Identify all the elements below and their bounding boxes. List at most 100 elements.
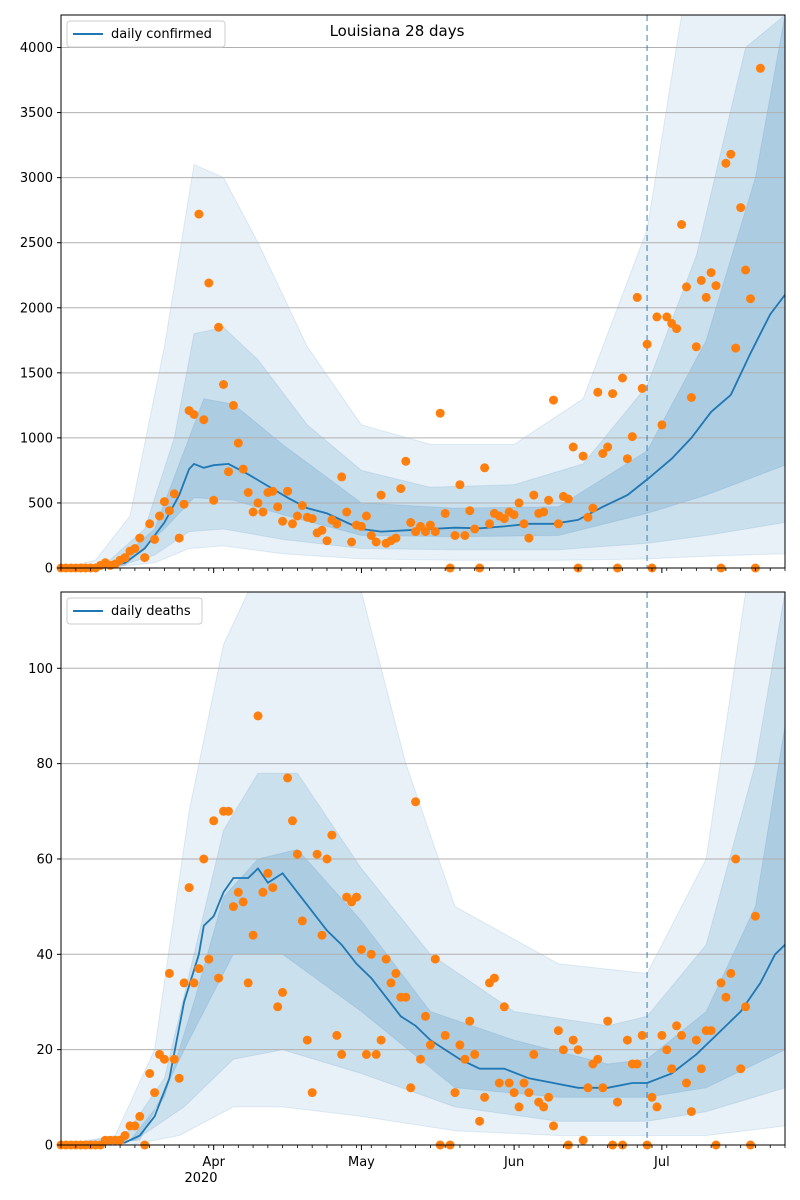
data-point — [145, 1069, 155, 1078]
data-point — [647, 1092, 657, 1102]
data-point — [425, 1040, 435, 1050]
data-point — [411, 797, 421, 807]
data-point — [361, 1049, 371, 1059]
data-point — [667, 1064, 677, 1074]
data-point — [539, 1102, 549, 1112]
data-point — [253, 498, 263, 508]
data-point — [194, 964, 204, 974]
data-point — [750, 911, 760, 921]
data-point — [228, 400, 238, 410]
data-point — [288, 519, 297, 529]
data-point — [677, 1030, 687, 1040]
data-point — [494, 1078, 504, 1088]
data-point — [755, 63, 765, 73]
data-point — [268, 486, 278, 496]
data-point — [406, 518, 416, 527]
uncertainty-band — [61, 592, 785, 1145]
data-point — [686, 393, 696, 402]
y-tick-label: 500 — [28, 496, 53, 511]
data-point — [637, 1030, 647, 1040]
legend-label: daily deaths — [111, 604, 191, 619]
data-point — [672, 324, 682, 334]
confirmed-uncertainty-bands — [61, 15, 785, 568]
data-point — [312, 849, 322, 859]
data-point — [164, 506, 174, 516]
y-tick-label: 40 — [36, 948, 53, 963]
data-point — [135, 1111, 145, 1121]
data-point — [553, 519, 563, 529]
data-point — [169, 1054, 179, 1064]
data-point — [273, 1002, 283, 1012]
data-point — [736, 1064, 746, 1074]
data-point — [509, 1088, 519, 1098]
data-point — [371, 537, 381, 547]
data-point — [588, 503, 598, 513]
data-point — [726, 968, 736, 978]
data-point — [228, 902, 238, 912]
data-point — [652, 1102, 662, 1112]
confirmed-series — [61, 294, 785, 568]
data-point — [475, 1116, 485, 1126]
deaths-series — [61, 867, 785, 1145]
data-point — [701, 292, 711, 302]
data-point — [322, 854, 332, 864]
data-point — [558, 1045, 568, 1055]
data-point — [150, 1088, 160, 1098]
data-point — [243, 488, 253, 497]
data-point — [307, 514, 317, 524]
data-point — [317, 525, 327, 535]
data-point — [746, 294, 755, 304]
x-tick-label: Jul — [653, 1155, 670, 1170]
data-point — [672, 1021, 682, 1031]
data-point — [568, 442, 578, 452]
data-point — [706, 1026, 716, 1036]
legend-box — [66, 597, 203, 625]
data-point — [421, 1011, 430, 1021]
data-point — [736, 203, 746, 213]
data-point — [292, 849, 302, 859]
data-point — [529, 490, 539, 500]
data-point — [278, 516, 288, 526]
series-line — [61, 867, 785, 1145]
data-point — [613, 1097, 622, 1107]
data-point — [120, 553, 130, 563]
legend-label: daily confirmed — [111, 27, 212, 42]
confirmed-legend: daily confirmed — [66, 20, 226, 48]
y-tick-label: 1500 — [20, 366, 53, 381]
data-point — [460, 1054, 470, 1064]
data-point — [470, 524, 480, 534]
data-point — [563, 494, 573, 504]
data-point — [598, 1083, 608, 1093]
data-point — [219, 380, 228, 389]
data-point — [391, 968, 401, 978]
data-point — [199, 415, 209, 425]
data-point — [337, 1049, 347, 1059]
data-point — [544, 1092, 554, 1102]
data-point — [440, 1030, 450, 1040]
data-point — [741, 1002, 751, 1012]
y-tick-label: 0 — [45, 562, 53, 577]
data-point — [489, 973, 499, 983]
data-point — [425, 520, 435, 530]
data-point — [529, 1049, 539, 1059]
data-point — [440, 508, 450, 518]
data-point — [593, 1054, 603, 1064]
data-point — [352, 892, 361, 902]
data-point — [164, 968, 174, 978]
data-point — [465, 1016, 475, 1026]
data-point — [514, 498, 524, 508]
data-point — [386, 978, 396, 988]
data-point — [337, 472, 347, 482]
data-point — [224, 467, 233, 477]
data-point — [618, 373, 627, 383]
data-point — [726, 149, 736, 159]
data-point — [179, 978, 189, 988]
data-point — [657, 420, 667, 430]
data-point — [297, 501, 307, 510]
data-point — [455, 1040, 465, 1050]
deaths-axes — [60, 591, 786, 1146]
data-point — [356, 521, 366, 531]
data-point — [578, 1135, 588, 1145]
data-point — [376, 1035, 386, 1045]
